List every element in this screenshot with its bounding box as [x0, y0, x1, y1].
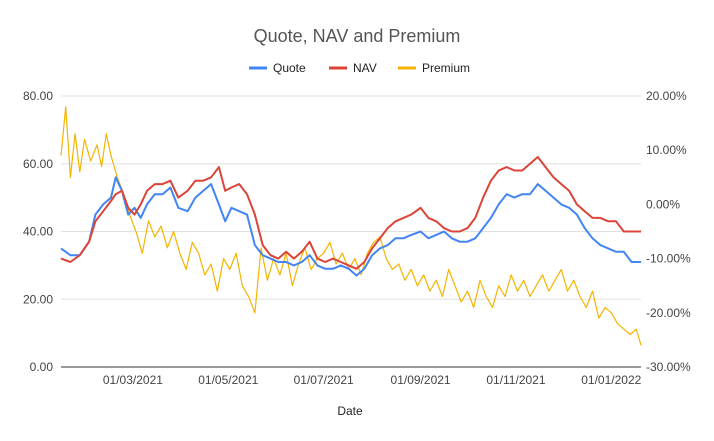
y-left-tick-label: 0.00 — [30, 360, 54, 374]
series-line-quote — [60, 176, 641, 277]
x-tick-label: 01/11/2021 — [486, 373, 545, 387]
series-line-nav — [60, 156, 641, 270]
legend-entry-quote[interactable]: Quote — [249, 61, 306, 75]
legend-label-premium: Premium — [422, 61, 470, 75]
legend: Quote NAV Premium — [249, 61, 470, 75]
y-right-tick-label: 0.00% — [646, 197, 680, 211]
y-right-tick-label: -20.00% — [646, 306, 691, 320]
y-right-tick-label: -10.00% — [646, 252, 691, 266]
y-right-tick-label: 20.00% — [646, 89, 687, 103]
x-tick-label: 01/03/2021 — [103, 373, 163, 387]
gridlines — [61, 95, 641, 368]
x-axis-label: Date — [337, 404, 363, 418]
legend-entry-nav[interactable]: NAV — [329, 61, 377, 75]
legend-entry-premium[interactable]: Premium — [398, 61, 470, 75]
y-left-tick-label: 60.00 — [23, 157, 53, 171]
legend-label-nav: NAV — [353, 61, 377, 75]
y-left-tick-label: 40.00 — [23, 225, 53, 239]
y-right-tick-label: -30.00% — [646, 360, 691, 374]
x-tick-label: 01/05/2021 — [198, 373, 258, 387]
series-line-premium — [60, 106, 642, 346]
y-axis-left-ticks: 0.00 20.00 40.00 60.00 80.00 — [23, 89, 53, 374]
chart-title: Quote, NAV and Premium — [254, 26, 461, 46]
y-left-tick-label: 80.00 — [23, 89, 53, 103]
x-tick-label: 01/01/2022 — [581, 373, 641, 387]
y-right-tick-label: 10.00% — [646, 143, 687, 157]
y-left-tick-label: 20.00 — [23, 292, 53, 306]
y-axis-right-ticks: -30.00% -20.00% -10.00% 0.00% 10.00% 20.00% — [646, 89, 691, 374]
x-axis-ticks: 01/03/2021 01/05/2021 01/07/2021 01/09/2021… — [103, 373, 642, 387]
x-tick-label: 01/07/2021 — [294, 373, 354, 387]
series-lines — [60, 106, 642, 346]
x-tick-label: 01/09/2021 — [391, 373, 451, 387]
legend-label-quote: Quote — [273, 61, 306, 75]
